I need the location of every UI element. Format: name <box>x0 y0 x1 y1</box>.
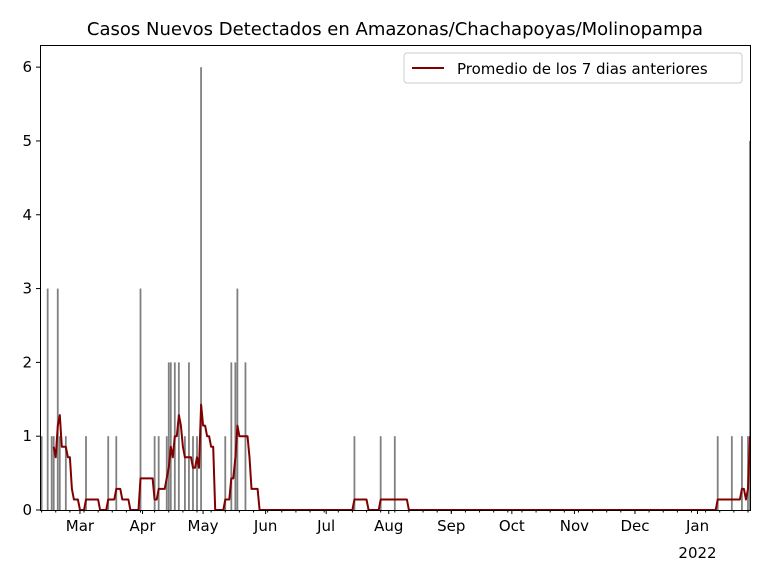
x-tick-label: Oct <box>499 517 525 535</box>
bar <box>50 436 53 510</box>
y-tick-label: 4 <box>22 206 32 224</box>
x-tick-label: Dec <box>620 517 649 535</box>
legend: Promedio de los 7 dias anteriores <box>403 52 743 84</box>
legend-label: Promedio de los 7 dias anteriores <box>457 60 708 78</box>
bar <box>167 362 170 510</box>
bar <box>741 436 743 510</box>
x-tick-label: Aug <box>374 517 403 535</box>
bar <box>56 288 59 510</box>
x-tick-label: Apr <box>130 517 157 535</box>
bar <box>58 436 61 510</box>
bar <box>236 288 239 510</box>
bar <box>200 67 202 511</box>
bar <box>177 362 180 510</box>
bar <box>40 436 43 510</box>
y-tick-label: 0 <box>22 501 32 519</box>
bar <box>353 436 356 510</box>
x-tick-label: Sep <box>437 517 465 535</box>
bar <box>169 362 172 510</box>
bar <box>107 436 110 510</box>
x-axis: Mar Apr May Jun Jul Aug Sep Oct Nov Dec Jan 2022 <box>41 510 749 562</box>
y-axis: 0 1 2 3 4 5 6 <box>22 58 40 519</box>
bar <box>716 436 719 510</box>
bar <box>379 436 382 510</box>
x-tick-label: Mar <box>66 517 95 535</box>
bar <box>157 436 160 510</box>
bar <box>196 436 198 510</box>
bar <box>153 436 156 510</box>
bar <box>85 436 87 510</box>
y-tick-label: 6 <box>22 58 32 76</box>
x-tick-label: Jun <box>253 517 277 535</box>
chart-title: Casos Nuevos Detectados en Amazonas/Chac… <box>87 19 703 40</box>
y-tick-label: 5 <box>22 132 32 150</box>
bar <box>730 436 733 510</box>
y-tick-label: 3 <box>22 280 32 298</box>
y-tick-label: 1 <box>22 427 32 445</box>
bar <box>224 436 227 510</box>
bar <box>139 288 142 510</box>
bar <box>393 436 396 510</box>
plot-frame <box>40 45 751 511</box>
bars-group <box>40 67 751 511</box>
bar <box>52 436 55 510</box>
bar <box>46 288 49 510</box>
x-tick-label: May <box>188 517 219 535</box>
bar <box>192 436 194 510</box>
bar <box>188 362 190 510</box>
bar <box>234 362 237 510</box>
bar <box>115 436 118 510</box>
bar <box>184 436 186 510</box>
x-tick-label: Nov <box>560 517 589 535</box>
x-tick-label: Jan <box>685 517 709 535</box>
y-tick-label: 2 <box>22 353 32 371</box>
bar <box>230 362 233 510</box>
legend-box <box>403 52 743 84</box>
bar <box>64 436 67 510</box>
x-tick-sublabel: 2022 <box>678 544 716 562</box>
x-tick-label: Jul <box>316 517 335 535</box>
